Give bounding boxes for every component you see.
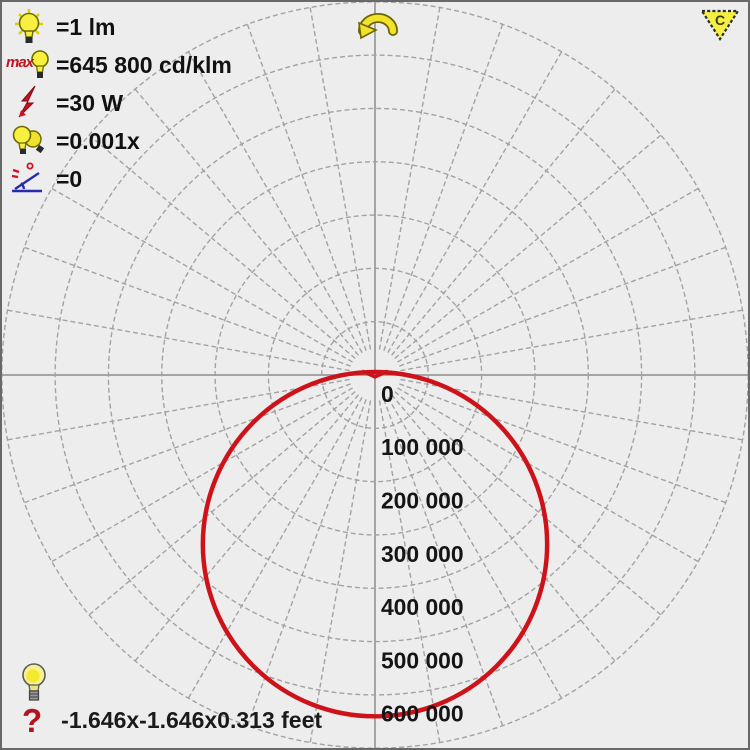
intensity-curve <box>200 369 550 719</box>
legend-row-power: =30 W <box>8 84 232 122</box>
c-plane-label: C <box>715 12 725 28</box>
luminous-flux-value: =1 lm <box>56 13 116 40</box>
grid-radial-line <box>399 383 726 504</box>
luminous-flux-bulb-icon <box>8 8 56 46</box>
grid-radial-line <box>391 88 616 356</box>
question-icon: ? <box>22 702 43 739</box>
tilt-angle-icon <box>8 160 56 198</box>
grid-radial-line <box>7 309 350 372</box>
grid-radial-line <box>134 88 359 356</box>
max-intensity-bulb-icon: max <box>6 46 56 84</box>
grid-circle <box>214 214 536 536</box>
grid-radial-line <box>397 187 699 363</box>
grid-radial-line <box>246 399 367 726</box>
grid-radial-line <box>24 383 351 504</box>
ring-label: 600 000 <box>381 701 464 727</box>
grid-radial-line <box>394 391 662 616</box>
grid-radial-line <box>88 134 356 359</box>
grid-radial-line <box>51 387 353 563</box>
photometry-legend: =1 lm max =645 800 cd/klm =30 W <box>6 8 232 198</box>
grid-radial-line <box>400 378 743 441</box>
luminaire-bulb-icon <box>18 662 52 706</box>
ring-label: 100 000 <box>381 434 464 460</box>
max-intensity-value: =645 800 cd/klm <box>56 51 232 78</box>
grid-radial-line <box>187 397 363 699</box>
ring-label: 400 000 <box>381 594 464 620</box>
grid-radial-line <box>309 7 372 350</box>
grid-radial-line <box>378 400 441 743</box>
c-plane-icon[interactable]: C <box>699 7 741 43</box>
grid-circle <box>107 107 643 643</box>
grid-radial-line <box>134 394 359 662</box>
luminaire-dimensions: -1.646x-1.646x0.313 feet <box>61 707 323 733</box>
legend-row-luminous-flux: =1 lm <box>8 8 232 46</box>
tilt-angle-value: =0 <box>56 165 83 192</box>
grid-circle <box>267 267 483 483</box>
grid-radial-line <box>88 391 356 616</box>
grid-radial-line <box>51 187 353 363</box>
scale-double-bulb-icon <box>8 122 56 160</box>
grid-circle <box>320 320 430 430</box>
grid-radial-line <box>394 134 662 359</box>
power-value: =30 W <box>56 89 124 116</box>
ring-label: 200 000 <box>381 487 464 513</box>
max-label: max <box>6 54 34 71</box>
legend-row-tilt-angle: =0 <box>8 160 232 198</box>
ring-label: 300 000 <box>381 541 464 567</box>
grid-radial-line <box>7 378 350 441</box>
grid-radial-line <box>383 24 504 351</box>
grid-radial-line <box>383 399 504 726</box>
scale-value: =0.001x <box>56 127 140 154</box>
intensity-curve-notch <box>361 369 389 379</box>
grid-radial-line <box>24 246 351 367</box>
grid-radial-line <box>309 400 372 743</box>
legend-row-scale: =0.001x <box>8 122 232 160</box>
grid-radial-line <box>387 51 563 353</box>
grid-radial-line <box>246 24 367 351</box>
grid-radial-line <box>400 309 743 372</box>
grid-circle <box>161 161 589 589</box>
rotate-icon[interactable] <box>351 3 403 43</box>
power-lightning-icon <box>8 84 56 122</box>
grid-radial-line <box>399 246 726 367</box>
grid-radial-line <box>397 387 699 563</box>
grid-radial-line <box>378 7 441 350</box>
legend-row-max-intensity: max =645 800 cd/klm <box>6 46 232 84</box>
grid-radial-line <box>387 397 563 699</box>
grid-radial-line <box>391 394 616 662</box>
grid-radial-line <box>187 51 363 353</box>
ring-label: 500 000 <box>381 647 464 673</box>
grid-circle <box>54 54 696 696</box>
dimensions-row: ? -1.646x-1.646x0.313 feet <box>22 704 322 737</box>
ring-label: 0 <box>381 381 394 407</box>
